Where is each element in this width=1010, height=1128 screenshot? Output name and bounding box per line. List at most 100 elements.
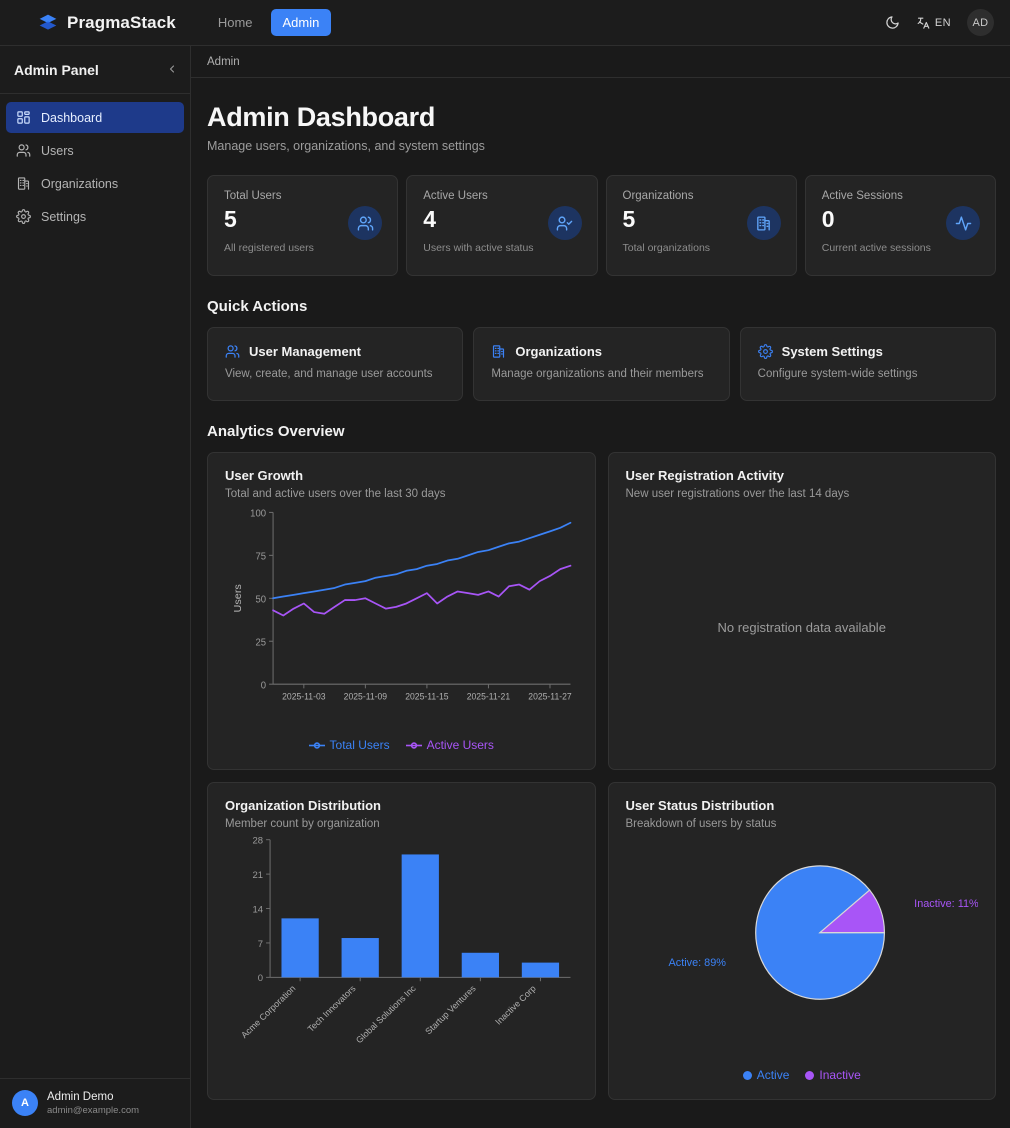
sidebar-header: Admin Panel [0, 46, 190, 94]
page-subtitle: Manage users, organizations, and system … [207, 139, 485, 153]
chart-card-user-growth: User Growth Total and active users over … [207, 452, 596, 770]
analytics-charts-row-1: User Growth Total and active users over … [207, 452, 996, 770]
stat-hint: Current active sessions [821, 242, 931, 254]
stat-card-active-sessions: Active Sessions 0 Current active session… [804, 175, 996, 276]
svg-text:Active: 89%: Active: 89% [668, 957, 726, 969]
chart-legend: Total Users Active Users [225, 738, 578, 754]
stat-icon-wrap [746, 206, 781, 240]
sidebar-nav: Dashboard Users Organizations [0, 94, 190, 240]
chart-subtitle: Member count by organization [225, 818, 380, 830]
language-selector[interactable]: EN [916, 15, 951, 30]
brand-name: PragmaStack [67, 12, 176, 32]
stat-value: 5 [224, 206, 237, 232]
top-nav-item-home[interactable]: Home [217, 15, 253, 30]
breadcrumb[interactable]: Admin [191, 46, 1010, 78]
quick-action-title: System Settings [781, 344, 883, 359]
stat-value: 5 [622, 206, 636, 232]
stat-value: 4 [423, 206, 437, 232]
legend-item-inactive[interactable]: Inactive [805, 1068, 861, 1082]
svg-text:Global Solutions Inc: Global Solutions Inc [354, 983, 418, 1045]
quick-action-head: User Management [225, 344, 445, 359]
gear-icon [16, 209, 31, 224]
stat-cards: Total Users 5 All registered users Activ… [207, 175, 996, 276]
svg-text:100: 100 [250, 508, 266, 519]
chart-plot-area: 0 25 50 75 100 Users 2025-11-03 2025-11-09 2025-… [225, 500, 578, 738]
user-avatar-button[interactable]: AD [967, 9, 994, 36]
stat-label: Active Sessions [821, 190, 903, 202]
svg-text:2025-11-09: 2025-11-09 [344, 692, 388, 702]
sidebar-user-profile[interactable]: A Admin Demo admin@example.com [0, 1077, 190, 1128]
top-bar: PragmaStack Home Admin EN AD [0, 0, 1010, 46]
sidebar-item-label: Organizations [41, 176, 119, 191]
svg-text:2025-11-03: 2025-11-03 [282, 692, 326, 702]
grid-icon [17, 111, 30, 124]
quick-action-title: User Management [249, 344, 361, 359]
top-bar-actions: EN AD [885, 9, 994, 36]
body-row: Admin Panel Dashboard [0, 46, 1010, 1128]
svg-text:Inactive Corp: Inactive Corp [493, 983, 538, 1026]
gear-icon [757, 344, 773, 359]
top-nav: Home Admin [206, 9, 332, 36]
chart-title: Organization Distribution [225, 798, 381, 813]
sidebar-item-settings[interactable]: Settings [6, 201, 184, 232]
quick-action-head: Organizations [491, 344, 711, 359]
stat-icon-wrap [946, 206, 980, 240]
stat-label: Total Users [224, 190, 282, 202]
legend-item-total-users[interactable]: Total Users [308, 738, 390, 752]
quick-action-organizations[interactable]: Organizations Manage organizations and t… [473, 327, 730, 401]
avatar: A [12, 1090, 38, 1117]
svg-text:Acme Corporation: Acme Corporation [239, 983, 298, 1040]
theme-toggle-button[interactable] [885, 15, 900, 30]
activity-icon [955, 215, 971, 231]
brand[interactable]: PragmaStack [38, 13, 176, 33]
user-status-pie-chart[interactable]: Active: 89% Inactive: 11% [626, 830, 979, 1068]
stat-hint: Total organizations [622, 242, 711, 254]
chart-title: User Status Distribution [625, 798, 775, 813]
organization-distribution-bar-chart[interactable]: 0 7 14 21 28 Acme Corporation Tech InnovatorsG… [225, 830, 578, 1084]
quick-action-system-settings[interactable]: System Settings Configure system-wide se… [739, 327, 996, 401]
chart-subtitle: New user registrations over the last 14 … [625, 488, 850, 500]
svg-text:2025-11-21: 2025-11-21 [467, 692, 511, 702]
stat-hint: All registered users [224, 242, 314, 254]
chevron-left-icon[interactable] [166, 63, 178, 77]
quick-action-desc: Configure system-wide settings [757, 368, 918, 380]
building-icon [493, 345, 505, 358]
chart-plot-area: Active: 89% Inactive: 11% [626, 830, 979, 1068]
legend-dot-icon [742, 1070, 752, 1080]
line-marker-icon [308, 741, 325, 749]
svg-text:21: 21 [252, 870, 263, 880]
chart-subtitle: Breakdown of users by status [625, 818, 777, 830]
stat-hint: Users with active status [423, 242, 534, 254]
chart-title: User Registration Activity [625, 468, 784, 483]
profile-email: admin@example.com [47, 1104, 140, 1116]
user-check-icon [556, 215, 573, 231]
main-area: Admin Admin Dashboard Manage users, orga… [191, 46, 1010, 1128]
svg-text:Inactive: 11%: Inactive: 11% [914, 898, 978, 910]
svg-text:50: 50 [255, 594, 266, 605]
analytics-heading: Analytics Overview [207, 423, 345, 440]
stat-icon-wrap [547, 206, 582, 240]
sidebar-item-organizations[interactable]: Organizations [6, 168, 184, 199]
legend-label: Inactive [819, 1068, 861, 1082]
stat-label: Organizations [622, 190, 694, 202]
user-growth-line-chart[interactable]: 0 25 50 75 100 Users 2025-11-03 2025-11-09 2025-… [225, 500, 578, 738]
sidebar-item-label: Dashboard [41, 110, 103, 125]
top-nav-item-admin[interactable]: Admin [270, 9, 332, 36]
sidebar-title: Admin Panel [14, 61, 99, 78]
chart-title: User Growth [225, 468, 304, 483]
analytics-charts-row-2: Organization Distribution Member count b… [207, 782, 996, 1100]
quick-action-user-management[interactable]: User Management View, create, and manage… [207, 327, 464, 401]
stat-card-total-users: Total Users 5 All registered users [207, 175, 399, 276]
quick-action-head: System Settings [757, 344, 978, 359]
building-icon [17, 177, 30, 190]
legend-item-active-users[interactable]: Active Users [405, 738, 494, 752]
svg-text:2025-11-27: 2025-11-27 [528, 692, 572, 702]
sidebar-item-dashboard[interactable]: Dashboard [6, 102, 184, 133]
svg-text:28: 28 [252, 836, 263, 846]
quick-actions: User Management View, create, and manage… [207, 327, 996, 401]
page-content: Admin Dashboard Manage users, organizati… [191, 78, 1010, 1100]
legend-item-active[interactable]: Active [742, 1068, 789, 1082]
users-icon [225, 345, 240, 358]
sidebar-item-users[interactable]: Users [6, 135, 184, 166]
chart-legend: Active Inactive [626, 1068, 979, 1084]
